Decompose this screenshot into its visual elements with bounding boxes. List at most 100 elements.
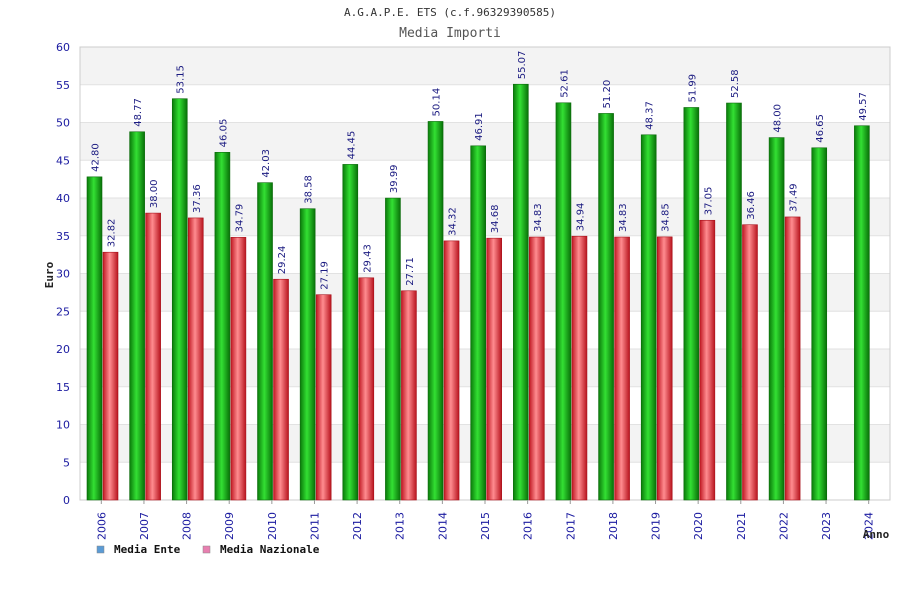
chart-subtitle: Media Importi [399,26,501,41]
x-tick-label: 2014 [436,512,449,540]
data-label: 37.36 [192,184,203,213]
x-tick-label: 2013 [394,512,407,540]
data-label: 29.43 [362,244,373,273]
x-tick-label: 2012 [351,512,364,540]
y-tick-label: 10 [56,419,70,432]
y-tick-label: 5 [63,456,70,469]
bar-media-nazionale [273,278,289,501]
bar-media-ente [598,113,614,501]
bar-media-nazionale [614,236,630,501]
y-tick-label: 35 [56,230,70,243]
data-label: 34.94 [575,203,586,232]
x-tick-label: 2019 [650,512,663,540]
bar-media-ente [299,208,316,501]
bar-media-ente [214,152,231,501]
data-label: 46.91 [474,112,485,141]
data-label: 48.77 [133,98,144,127]
y-tick-label: 30 [56,268,70,281]
x-tick-label: 2023 [820,512,833,540]
bar-media-nazionale [358,277,375,501]
bar-media-nazionale [656,236,673,501]
grid-band [80,47,890,85]
data-label: 37.05 [703,187,714,216]
legend-swatch-media-nazionale [202,545,211,554]
data-label: 51.99 [687,74,698,103]
bar-media-ente [640,134,657,501]
bar-media-ente [555,102,572,501]
data-label: 38.58 [304,175,315,204]
x-tick-label: 2009 [223,512,236,540]
bar-media-ente [768,137,785,501]
data-label: 48.00 [773,104,784,133]
bar-media-ente [171,98,188,501]
data-label: 48.37 [645,101,656,130]
y-tick-label: 15 [56,381,70,394]
data-label: 34.83 [533,203,544,232]
data-label: 50.14 [432,88,443,117]
bar-media-nazionale [315,294,332,501]
y-tick-label: 0 [63,494,70,507]
bar-media-ente [726,102,742,501]
bar-media-nazionale [187,217,204,501]
x-tick-label: 2017 [564,512,577,540]
y-axis: 0 5 10 15 20 25 30 35 40 45 50 55 60 [56,41,70,507]
bar-media-ente [811,147,828,501]
data-label: 49.57 [858,92,869,121]
data-label: 38.00 [149,179,160,208]
data-label: 52.58 [730,69,741,98]
bar-media-nazionale [699,219,716,501]
x-tick-label: 2024 [863,512,876,540]
data-label: 52.61 [559,69,570,98]
data-label: 34.85 [661,203,672,232]
y-tick-label: 40 [56,192,70,205]
legend-label-media-nazionale: Media Nazionale [220,543,320,556]
legend-swatch-media-ente [96,545,105,554]
data-label: 37.49 [789,183,800,212]
data-label: 34.68 [490,205,501,234]
bars: 42.80 48.77 53.15 46.05 42.03 38.58 44.45 39.99… [86,51,870,501]
bar-media-ente [129,131,145,501]
bar-media-nazionale [571,235,588,501]
y-tick-label: 55 [56,79,70,92]
data-label: 42.03 [261,149,272,178]
data-label: 44.45 [346,131,357,160]
x-tick-label: 2008 [181,512,194,540]
x-tick-label: 2016 [522,512,535,540]
data-label: 34.79 [234,204,245,233]
x-tick-label: 2010 [266,512,279,540]
bar-media-nazionale [486,237,502,501]
bar-media-nazionale [145,212,161,501]
data-label: 34.83 [618,203,629,232]
data-label: 46.05 [218,119,229,148]
y-tick-label: 50 [56,117,70,130]
y-tick-label: 45 [56,154,70,167]
grid-band [80,84,890,123]
bar-media-ente [683,107,700,501]
legend-label-media-ente: Media Ente [114,543,181,556]
bar-media-ente [470,145,486,501]
bar-media-ente [257,182,273,501]
bar-media-ente [513,83,529,501]
data-label: 27.71 [405,257,416,286]
y-tick-label: 25 [56,305,70,318]
data-label: 46.65 [815,114,826,143]
x-axis: 2006 2007 2008 2009 2010 2011 2012 2013 2014 2015… [95,500,876,540]
y-tick-label: 20 [56,343,70,356]
bar-media-ente [854,125,870,501]
data-label: 53.15 [176,65,187,94]
chart-title: A.G.A.P.E. ETS (c.f.96329390585) [344,6,556,19]
bar-media-nazionale [529,236,545,501]
x-tick-label: 2015 [479,512,492,540]
data-label: 55.07 [517,51,528,80]
x-tick-label: 2022 [777,512,790,540]
bar-media-nazionale [742,224,758,501]
legend: Media Ente Media Nazionale [96,543,320,556]
data-label: 32.82 [107,219,118,248]
data-label: 36.46 [746,191,757,220]
data-label: 42.80 [91,143,102,172]
x-tick-label: 2018 [607,512,620,540]
y-axis-label: Euro [43,261,56,288]
bar-media-nazionale [401,290,417,501]
x-tick-label: 2020 [692,512,705,540]
